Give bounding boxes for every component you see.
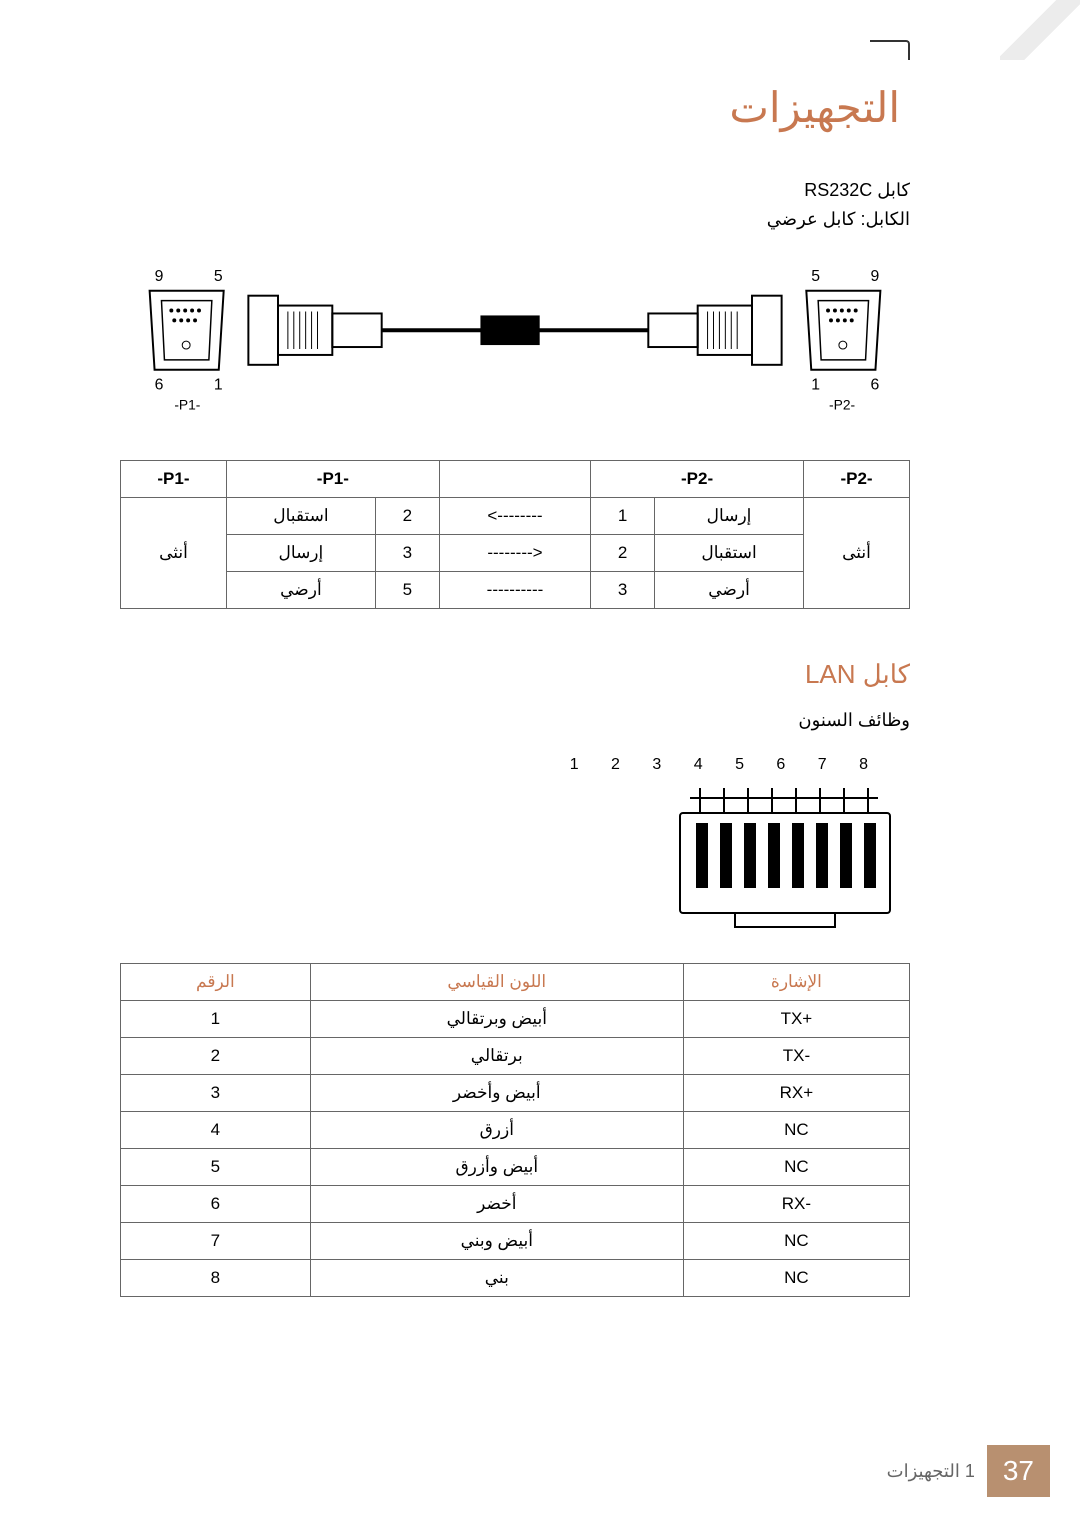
cell: 7 <box>121 1223 311 1260</box>
table-row: 5أبيض وأزرقNC <box>121 1149 910 1186</box>
corner-decoration <box>1000 0 1080 60</box>
cell: بني <box>310 1260 683 1297</box>
p1-label: -P1- <box>174 396 200 412</box>
cell: برتقالي <box>310 1038 683 1075</box>
content: كابل RS232C الكابل: كابل عرضي 9 5 6 1 -P… <box>120 180 910 1337</box>
cell: TX- <box>683 1038 909 1075</box>
table-row: 8بنيNC <box>121 1260 910 1297</box>
cell: NC <box>683 1112 909 1149</box>
cell: أبيض وبني <box>310 1223 683 1260</box>
footer-text: 1 التجهيزات <box>887 1461 975 1482</box>
table-header-row: الرقم اللون القياسي الإشارة <box>121 964 910 1001</box>
cell: 2 <box>591 535 655 572</box>
cell: أنثى <box>121 498 227 609</box>
cell: 3 <box>121 1075 311 1112</box>
cell: 2 <box>121 1038 311 1075</box>
lan-pin-table: الرقم اللون القياسي الإشارة 1أبيض وبرتقا… <box>120 963 910 1297</box>
table-row: 6أخضرRX- <box>121 1186 910 1223</box>
col-header <box>439 461 590 498</box>
pin-label: 5 <box>214 268 223 285</box>
table-row: أرضي 5 ---------- 3 أرضي <box>121 572 910 609</box>
table-row: 2برتقاليTX- <box>121 1038 910 1075</box>
table-header-row: -P1- -P1- -P2- -P2- <box>121 461 910 498</box>
cell: 8 <box>121 1260 311 1297</box>
lan-section-title: كابل LAN <box>120 659 910 690</box>
cell: أرضي <box>226 572 375 609</box>
cell: 3 <box>375 535 439 572</box>
col-header: -P1- <box>226 461 439 498</box>
pin-label: 9 <box>155 268 164 285</box>
table-row: 3أبيض وأخضرRX+ <box>121 1075 910 1112</box>
cable-diagram: 9 5 6 1 -P1- <box>120 260 910 440</box>
pin-label: 1 <box>214 377 223 394</box>
page-number: 37 <box>987 1445 1050 1497</box>
col-header: اللون القياسي <box>310 964 683 1001</box>
p2-label: -P2- <box>829 396 855 412</box>
pin-label: 6 <box>155 377 164 394</box>
cell: استقبال <box>655 535 804 572</box>
pin-label: 1 <box>811 377 820 394</box>
cable-label: كابل RS232C <box>120 180 910 201</box>
col-header: -P2- <box>591 461 804 498</box>
cell: RX+ <box>683 1075 909 1112</box>
col-header: -P1- <box>121 461 227 498</box>
table-row: 7أبيض وبنيNC <box>121 1223 910 1260</box>
cell: 2 <box>375 498 439 535</box>
cell: 5 <box>375 572 439 609</box>
cell: أبيض وأزرق <box>310 1149 683 1186</box>
pin-label: 5 <box>811 268 820 285</box>
cell: 4 <box>121 1112 311 1149</box>
rj45-diagram: 1 2 3 4 5 6 7 8 <box>570 756 910 933</box>
corner-tab <box>870 40 910 60</box>
pin-label: 6 <box>871 377 880 394</box>
cell: أزرق <box>310 1112 683 1149</box>
cell: NC <box>683 1260 909 1297</box>
cell: 5 <box>121 1149 311 1186</box>
cell: إرسال <box>226 535 375 572</box>
cell: 1 <box>121 1001 311 1038</box>
cell: TX+ <box>683 1001 909 1038</box>
cell: إرسال <box>655 498 804 535</box>
cell: <-------- <box>439 498 590 535</box>
pin-label: 9 <box>871 268 880 285</box>
cell: NC <box>683 1223 909 1260</box>
cell: أبيض وأخضر <box>310 1075 683 1112</box>
pin-numbers: 1 2 3 4 5 6 7 8 <box>570 756 882 774</box>
table-row: 4أزرقNC <box>121 1112 910 1149</box>
cell: 3 <box>591 572 655 609</box>
cell: أرضي <box>655 572 804 609</box>
cell: --------> <box>439 535 590 572</box>
pin-mapping-table: -P1- -P1- -P2- -P2- أنثى استقبال 2 <----… <box>120 460 910 609</box>
cell: استقبال <box>226 498 375 535</box>
page-title: التجهيزات <box>729 83 900 132</box>
table-row: 1أبيض وبرتقاليTX+ <box>121 1001 910 1038</box>
table-row: أنثى استقبال 2 <-------- 1 إرسال أنثى <box>121 498 910 535</box>
table-row: إرسال 3 --------> 2 استقبال <box>121 535 910 572</box>
col-header: الإشارة <box>683 964 909 1001</box>
footer: 37 1 التجهيزات <box>887 1445 1050 1497</box>
cell: RX- <box>683 1186 909 1223</box>
cell: 1 <box>591 498 655 535</box>
col-header: -P2- <box>804 461 910 498</box>
cell: أنثى <box>804 498 910 609</box>
pin-function-label: وظائف السنون <box>120 710 910 731</box>
cell: أبيض وبرتقالي <box>310 1001 683 1038</box>
cell: ---------- <box>439 572 590 609</box>
cell: NC <box>683 1149 909 1186</box>
col-header: الرقم <box>121 964 311 1001</box>
cell: أخضر <box>310 1186 683 1223</box>
cable-sublabel: الكابل: كابل عرضي <box>120 209 910 230</box>
cell: 6 <box>121 1186 311 1223</box>
